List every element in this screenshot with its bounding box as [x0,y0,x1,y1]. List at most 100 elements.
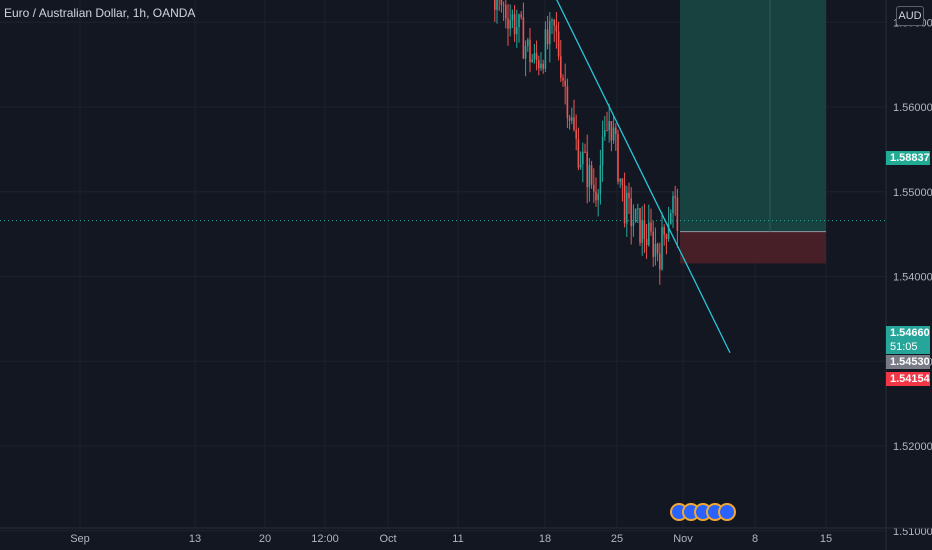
candle-body [656,244,659,254]
candle-body [641,220,643,243]
candle-body [667,224,670,239]
x-tick-label: 18 [539,533,551,545]
candle-body [593,184,595,192]
candle-body [509,19,511,29]
bar-countdown: 51:05 [890,341,918,353]
candle-body [511,14,514,20]
candle-body [513,14,516,35]
candle-body [654,244,657,257]
x-tick-label: Sep [70,533,90,545]
candle-body [538,60,540,69]
candle-body [634,208,637,223]
candle-body [551,19,553,21]
x-tick-label: 25 [611,533,623,545]
candle-body [520,14,522,18]
candle-body [615,127,617,134]
candle-body [542,63,544,69]
candle-body [661,227,663,270]
candle-body [579,164,582,168]
candle-body [527,39,529,46]
candle-body [582,151,584,165]
candle-body [608,121,610,131]
candle-body [670,213,672,225]
candle-body [604,130,606,137]
y-tick-label: 1.51000 [893,526,932,538]
trendline [556,0,731,354]
entry-price-label: 1.54530 [886,355,930,369]
candle-body [546,29,549,45]
candle-body [535,53,538,61]
candle-body [588,165,591,188]
candle-body [566,86,569,118]
candle-body [650,222,652,232]
candle-body [599,165,602,194]
candle-body [544,29,547,69]
candle-body [518,14,520,28]
candle-body [652,231,654,257]
currency-tag[interactable]: AUD [896,6,924,26]
candle-body [632,222,635,227]
candle-body [507,18,509,29]
candle-body [610,121,613,141]
candle-body [663,227,665,235]
candle-body [648,222,650,246]
candle-body [529,39,531,63]
target-price-label: 1.58837 [886,151,930,165]
current-price-label: 1.54660 51:05 [886,326,930,354]
target-zone [680,0,826,232]
candle-body [601,136,604,166]
candle-body [494,0,496,10]
candle-body [500,0,503,5]
candle-body [502,4,505,6]
x-tick-label: 8 [752,533,758,545]
x-tick-label: Oct [379,533,396,545]
candle-body [522,17,525,59]
candle-body [496,0,498,10]
candle-body [549,20,551,45]
candle-body [584,151,586,153]
stop-zone [680,231,826,264]
candle-body [540,63,542,69]
candle-body [674,196,676,198]
candle-body [623,185,626,224]
candle-body [575,129,577,140]
event-icon[interactable] [718,503,736,521]
candle-body [577,139,580,168]
candle-body [621,178,624,186]
candle-body [637,208,639,210]
candle-body [571,117,573,121]
candle-body [628,192,630,199]
stop-price-label: 1.54154 [886,372,930,386]
candle-body [665,234,668,239]
candle-body [639,208,641,243]
chart-title: Euro / Australian Dollar, 1h, OANDA [4,6,196,20]
candle-body [586,151,588,188]
candle-body [531,59,533,63]
y-tick-label: 1.54000 [893,272,932,284]
y-tick-label: 1.55000 [893,187,932,199]
candle-body [568,117,571,121]
candle-body [533,53,536,60]
candle-body [630,198,632,227]
candle-body [573,117,575,130]
candle-body [560,56,562,78]
candle-body [555,25,558,32]
x-tick-label: 11 [452,533,463,545]
x-tick-label: 15 [820,533,832,545]
candle-body [676,197,679,231]
candle-body [645,239,648,246]
candle-body [562,77,564,81]
candle-body [659,253,661,270]
y-tick-label: 1.52000 [893,441,932,453]
x-tick-label: 12:00 [311,533,339,545]
x-tick-label: 20 [259,533,271,545]
candle-body [643,220,646,240]
events-strip[interactable] [670,503,750,523]
candle-body [524,45,527,59]
x-tick-label: 13 [189,533,201,545]
candle-body [590,165,593,185]
candle-body [612,127,615,141]
current-price: 1.54660 [890,327,930,339]
